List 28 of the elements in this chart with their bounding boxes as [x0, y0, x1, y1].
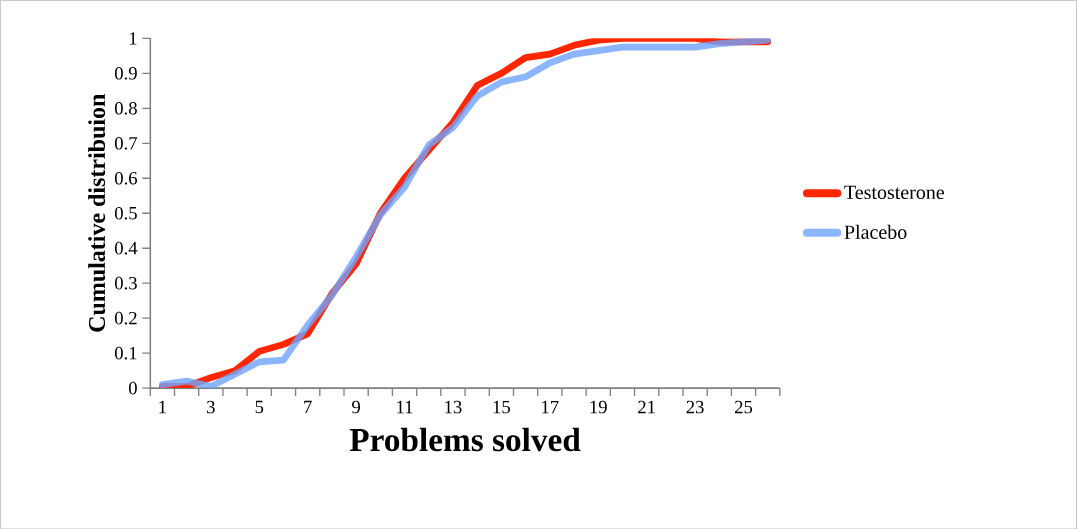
x-tick-label: 23 [686, 400, 704, 414]
y-tick-label: 0.3 [114, 276, 137, 290]
y-tick-label: 1 [129, 32, 137, 45]
x-tick-label: 21 [638, 400, 655, 413]
x-tick-label: 5 [255, 400, 264, 414]
x-tick-label: 13 [445, 400, 462, 414]
y-axis-title: Cumulative distribuion [88, 93, 106, 332]
y-tick-label: 0.1 [114, 346, 137, 360]
y-tick-label: 0.5 [114, 206, 137, 220]
y-tick-label: 0.2 [114, 311, 137, 325]
x-tick-label: 7 [304, 400, 312, 413]
y-tick-label: 0.6 [114, 171, 138, 185]
x-tick-label: 25 [734, 400, 753, 414]
legend-label: Placebo [844, 224, 907, 239]
x-tick-label: 15 [493, 400, 510, 414]
x-tick-label: 17 [542, 400, 559, 413]
x-tick-label: 19 [590, 400, 607, 414]
y-tick-label: 0.7 [114, 136, 138, 150]
legend-label: Testosterone [844, 185, 944, 199]
y-tick-label: 0 [128, 381, 137, 395]
x-tick-label: 9 [352, 400, 361, 414]
x-axis-title: Problems solved [349, 427, 581, 452]
x-tick-label: 3 [207, 400, 215, 414]
y-tick-label: 0.9 [114, 66, 137, 80]
y-tick-label: 0.4 [114, 241, 138, 255]
y-tick-label: 0.8 [114, 101, 137, 115]
x-tick-label: 1 [159, 400, 166, 413]
x-tick-label: 11 [397, 400, 413, 413]
